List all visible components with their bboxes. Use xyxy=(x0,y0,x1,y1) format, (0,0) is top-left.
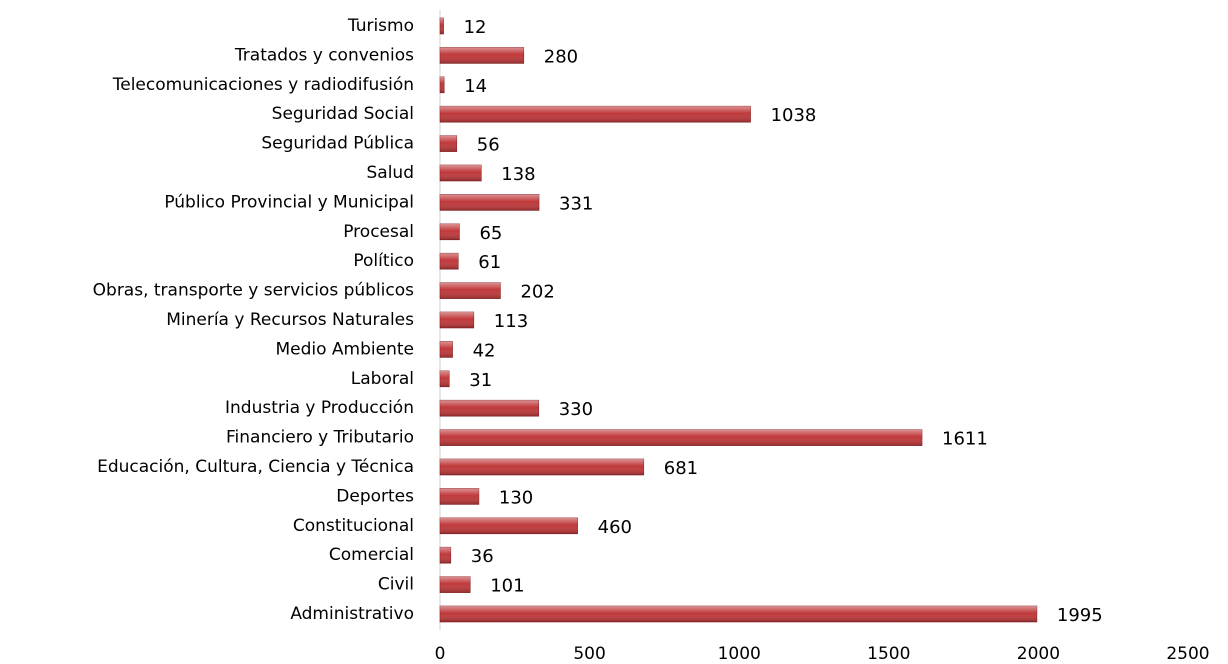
y-tick-label: Comercial xyxy=(329,545,414,565)
y-tick-label: Educación, Cultura, Ciencia y Técnica xyxy=(97,457,414,477)
bar-shade xyxy=(440,517,578,534)
bar-shade xyxy=(440,370,450,387)
bar-shade xyxy=(440,194,540,211)
bar-shade xyxy=(440,606,1037,622)
bar-shade xyxy=(440,429,923,446)
y-tick-label: Público Provincial y Municipal xyxy=(164,192,414,212)
value-label: 331 xyxy=(559,193,593,214)
value-label: 130 xyxy=(499,487,533,508)
y-tick-label: Obras, transporte y servicios públicos xyxy=(93,281,414,301)
value-label: 56 xyxy=(477,135,500,156)
x-tick-label: 1500 xyxy=(867,644,910,664)
bar-shade xyxy=(440,576,471,593)
value-label: 138 xyxy=(501,164,535,185)
value-label: 14 xyxy=(464,76,487,97)
value-label: 65 xyxy=(479,223,502,244)
y-tick-label: Constitucional xyxy=(293,516,414,536)
value-label: 330 xyxy=(559,399,593,420)
bar-shade xyxy=(440,76,445,93)
bar-shade xyxy=(440,18,444,34)
bar-shade xyxy=(440,253,459,270)
bar-shade xyxy=(440,47,524,64)
y-tick-label: Turismo xyxy=(347,16,414,36)
bar-shade xyxy=(440,165,482,181)
y-tick-label: Industria y Producción xyxy=(225,398,414,418)
value-label: 460 xyxy=(598,517,632,538)
y-tick-label: Administrativo xyxy=(290,604,414,624)
y-tick-label: Minería y Recursos Naturales xyxy=(166,310,414,330)
bar-shade xyxy=(440,106,751,123)
value-label: 113 xyxy=(494,311,528,332)
x-tick-label: 0 xyxy=(435,644,446,664)
value-label: 101 xyxy=(490,576,524,597)
y-tick-label: Civil xyxy=(378,575,414,595)
value-label: 202 xyxy=(520,282,554,303)
bar-shade xyxy=(440,547,451,564)
x-tick-label: 2000 xyxy=(1017,644,1060,664)
value-label: 42 xyxy=(473,340,496,361)
x-tick-label: 1000 xyxy=(718,644,761,664)
value-label: 280 xyxy=(544,46,578,67)
bar-shade xyxy=(440,282,501,299)
value-label: 31 xyxy=(469,370,492,391)
y-tick-label: Telecomunicaciones y radiodifusión xyxy=(112,75,414,95)
bar-shade xyxy=(440,459,644,475)
bar-shade xyxy=(440,135,457,152)
value-label: 681 xyxy=(664,458,698,479)
value-label: 61 xyxy=(478,252,501,273)
value-label: 1995 xyxy=(1057,605,1103,626)
value-label: 1611 xyxy=(942,429,988,450)
y-tick-label: Procesal xyxy=(343,222,414,242)
bar-shade xyxy=(440,223,460,240)
y-tick-label: Seguridad Social xyxy=(272,104,414,124)
bar-shade xyxy=(440,341,453,358)
y-tick-label: Financiero y Tributario xyxy=(226,428,414,448)
value-label: 36 xyxy=(471,546,494,567)
bar-shade xyxy=(440,312,474,328)
value-label: 1038 xyxy=(771,105,817,126)
y-tick-label: Seguridad Pública xyxy=(261,134,414,154)
y-tick-label: Tratados y convenios xyxy=(234,45,414,65)
bar-shade xyxy=(440,400,539,417)
y-tick-label: Deportes xyxy=(336,486,414,506)
y-tick-label: Laboral xyxy=(351,369,414,389)
x-tick-label: 500 xyxy=(573,644,605,664)
y-tick-label: Político xyxy=(353,251,414,271)
x-tick-label: 2500 xyxy=(1166,644,1209,664)
y-tick-label: Salud xyxy=(367,163,415,183)
bar-shade xyxy=(440,488,479,505)
y-tick-label: Medio Ambiente xyxy=(275,339,414,359)
value-label: 12 xyxy=(464,17,487,38)
